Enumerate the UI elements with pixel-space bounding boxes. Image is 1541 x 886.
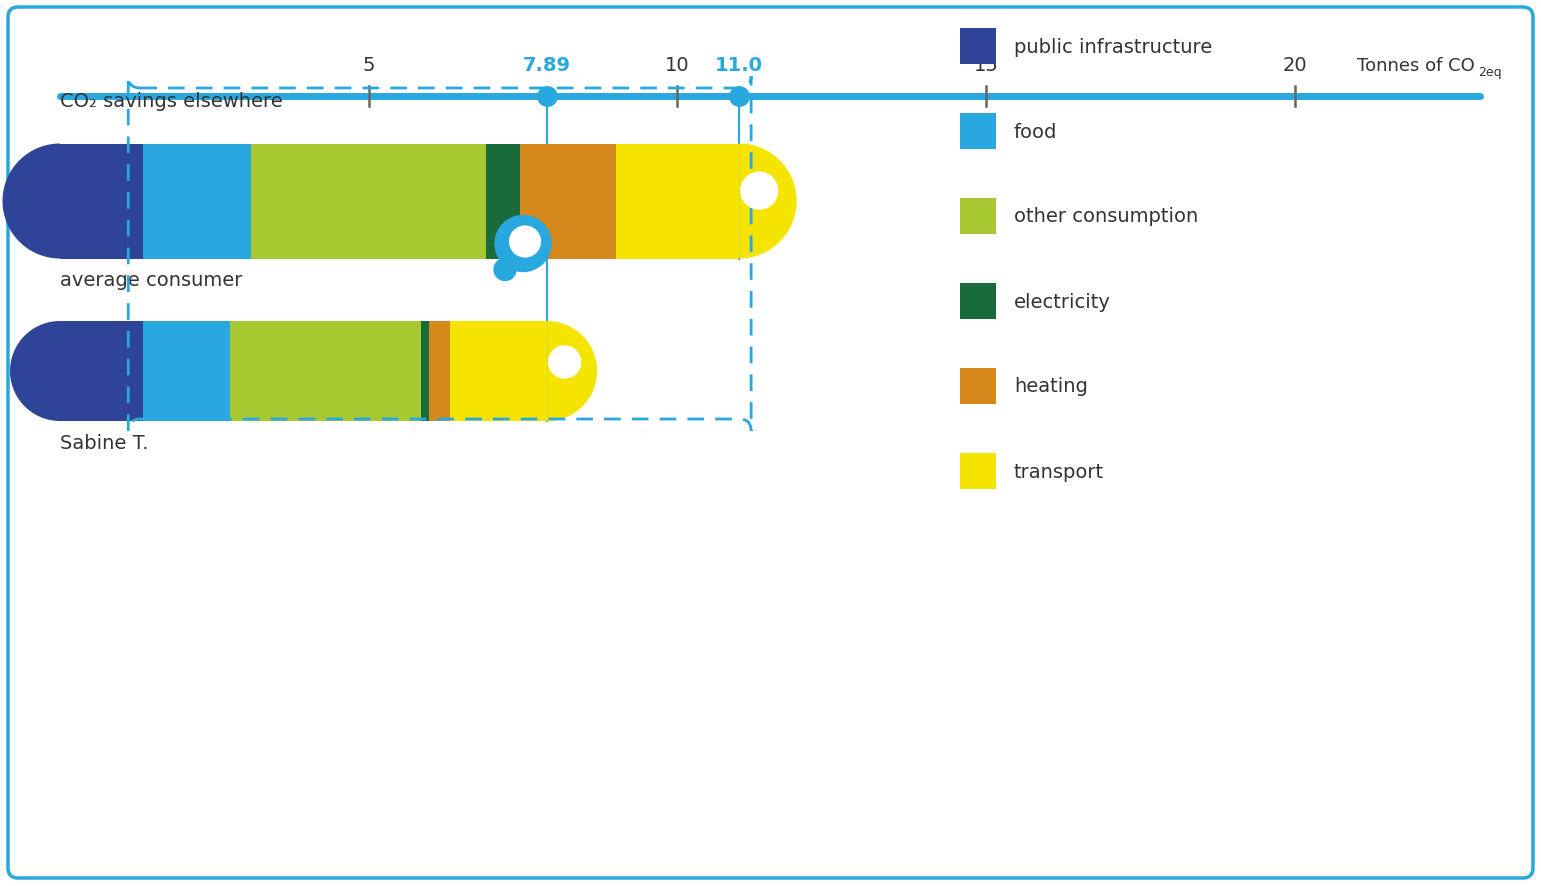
- Text: 11.0: 11.0: [715, 56, 763, 75]
- Text: 10: 10: [666, 56, 690, 75]
- Bar: [519, 144, 616, 260]
- Bar: [960, 369, 995, 405]
- Polygon shape: [547, 322, 596, 422]
- Circle shape: [495, 260, 516, 281]
- Bar: [143, 322, 230, 422]
- Polygon shape: [9, 322, 60, 422]
- Text: Tonnes of CO: Tonnes of CO: [1358, 57, 1475, 75]
- Bar: [960, 29, 995, 65]
- Bar: [960, 198, 995, 235]
- Text: 20: 20: [1282, 56, 1307, 75]
- Bar: [450, 322, 547, 422]
- Circle shape: [495, 216, 552, 272]
- Bar: [143, 144, 251, 260]
- Bar: [251, 144, 485, 260]
- Text: public infrastructure: public infrastructure: [1014, 37, 1213, 57]
- Text: 5: 5: [362, 56, 374, 75]
- Polygon shape: [740, 144, 797, 260]
- Circle shape: [510, 227, 541, 258]
- Polygon shape: [3, 144, 60, 260]
- Bar: [616, 144, 740, 260]
- Bar: [421, 322, 428, 422]
- Circle shape: [549, 346, 581, 378]
- Text: 2eq: 2eq: [1478, 66, 1501, 79]
- Bar: [960, 284, 995, 320]
- Text: 7.89: 7.89: [522, 56, 572, 75]
- Text: Sabine T.: Sabine T.: [60, 433, 148, 453]
- Text: transport: transport: [1014, 462, 1103, 481]
- Bar: [960, 114, 995, 150]
- Bar: [230, 322, 421, 422]
- Text: food: food: [1014, 122, 1057, 142]
- Bar: [428, 322, 450, 422]
- Text: heating: heating: [1014, 377, 1088, 396]
- Text: average consumer: average consumer: [60, 271, 242, 291]
- Text: electricity: electricity: [1014, 292, 1111, 311]
- Circle shape: [741, 173, 778, 210]
- Bar: [60, 144, 143, 260]
- Text: 15: 15: [974, 56, 999, 75]
- Text: CO₂ savings elsewhere: CO₂ savings elsewhere: [60, 92, 282, 111]
- Bar: [485, 144, 519, 260]
- Bar: [60, 322, 143, 422]
- Bar: [960, 454, 995, 489]
- Text: other consumption: other consumption: [1014, 207, 1199, 226]
